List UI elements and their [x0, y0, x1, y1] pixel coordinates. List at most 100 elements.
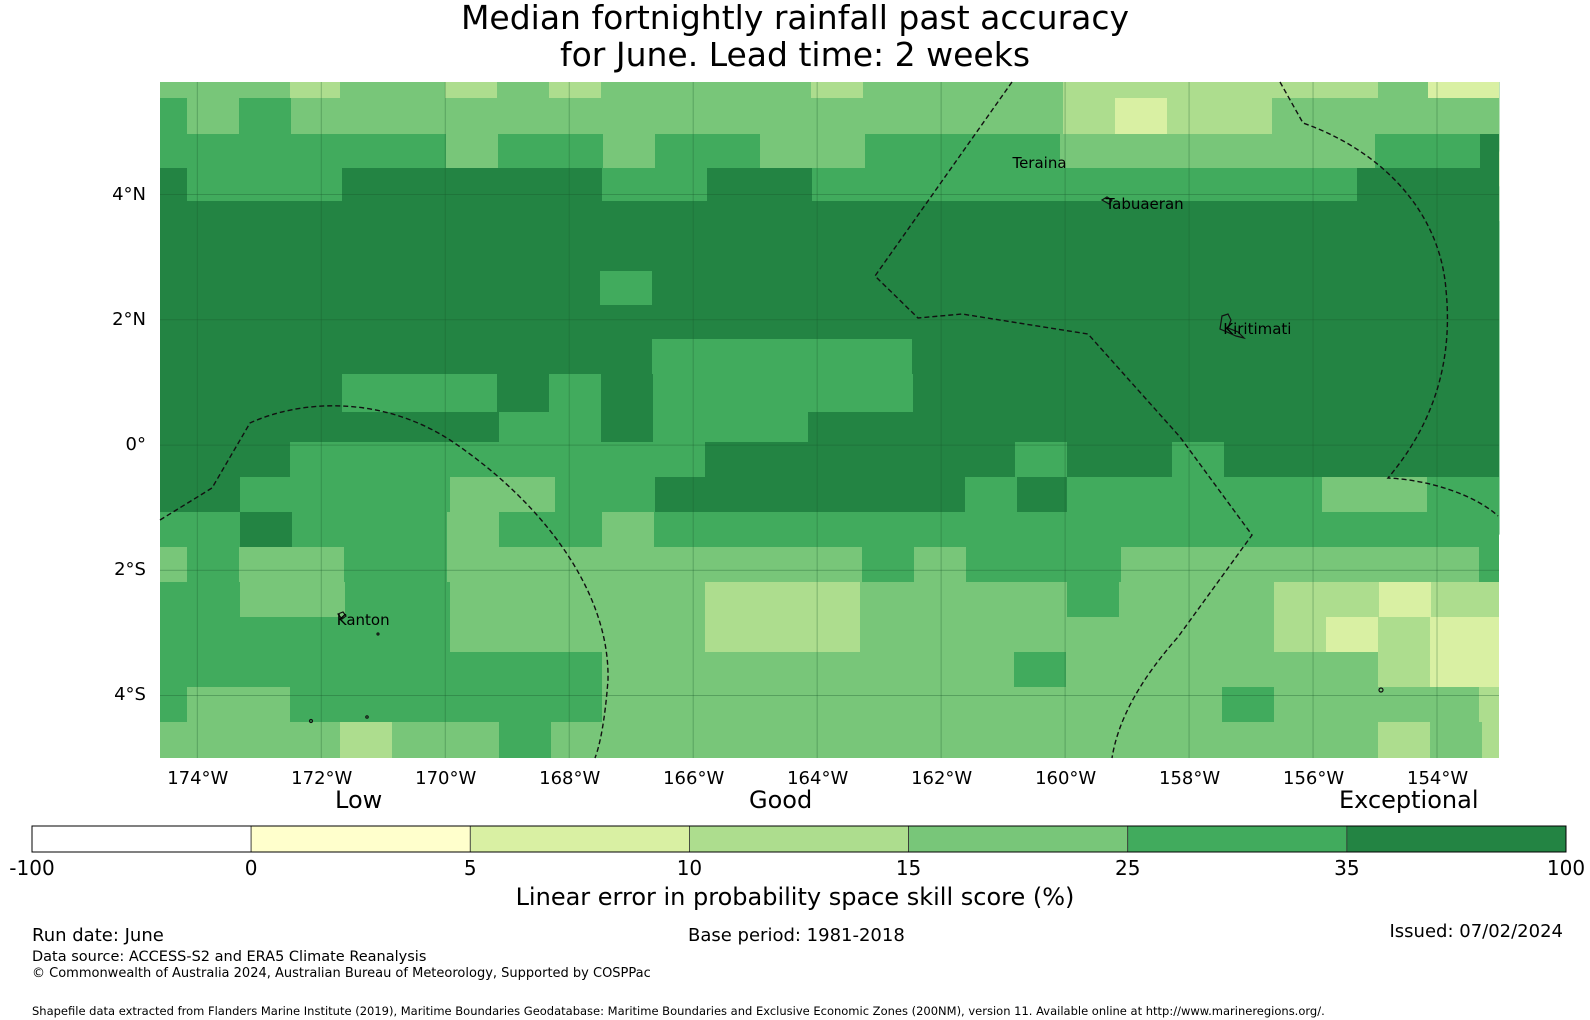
skill-cell [705, 582, 860, 617]
skill-cell [292, 512, 447, 547]
skill-cell [160, 374, 342, 412]
skill-cell [290, 687, 602, 722]
skill-cell [446, 98, 653, 134]
skill-cell [860, 617, 1274, 652]
skill-cell [499, 412, 601, 442]
skill-cell [1430, 722, 1482, 758]
lon-tick-label: 166°W [663, 768, 725, 789]
lon-tick-label: 154°W [1407, 768, 1469, 789]
skill-cell [1067, 477, 1322, 512]
colorbar-label: Linear error in probability space skill … [515, 883, 1075, 911]
skill-cell [445, 82, 497, 98]
data-source: Data source: ACCESS-S2 and ERA5 Climate … [32, 949, 427, 965]
skill-cell [758, 98, 863, 134]
skill-cell [602, 168, 707, 201]
skill-cell [1222, 687, 1274, 722]
skill-cell [549, 374, 601, 412]
skill-cell [808, 412, 1499, 442]
skill-cell [160, 339, 652, 374]
eez-boundaries [159, 81, 1499, 759]
lat-tick-label: 2°S [114, 559, 146, 581]
island-kanton [337, 611, 347, 620]
skill-cell [160, 168, 187, 201]
place-label: Kiritimati [1223, 320, 1292, 339]
skill-cell [760, 134, 865, 168]
skill-cell [549, 82, 601, 98]
shapefile-attribution: Shapefile data extracted from Flanders M… [32, 1004, 1325, 1018]
lon-tick-label: 164°W [787, 768, 849, 789]
colorbar-segment [250, 825, 471, 853]
skill-cell [1378, 722, 1430, 758]
skill-cell [912, 339, 1499, 374]
skill-cell [342, 374, 497, 412]
skill-cell [1063, 98, 1115, 134]
skill-cell [160, 512, 240, 547]
skill-cell [160, 201, 1499, 271]
skill-cell [965, 477, 1017, 512]
skill-cell [450, 617, 705, 652]
place-label: Kanton [336, 611, 390, 630]
skill-cell [450, 652, 602, 687]
skill-cell [652, 339, 912, 374]
skill-cell [863, 98, 1063, 134]
skill-cell [187, 687, 290, 722]
eez-boundary-east [1279, 81, 1499, 517]
skill-cell [655, 477, 965, 512]
skill-cell [447, 547, 862, 582]
lat-tick-label: 4°S [114, 684, 146, 706]
skill-cell [555, 477, 655, 512]
skill-cell [1378, 82, 1428, 98]
skill-cell [290, 82, 340, 98]
colorbar-word-low: Low [335, 786, 383, 814]
skill-cell [340, 722, 392, 758]
colorbar-tick-label: 100 [1546, 856, 1586, 880]
skill-cell [966, 547, 1121, 582]
skill-cell [653, 412, 808, 442]
island-small-4 [376, 632, 380, 636]
skill-cell [160, 412, 342, 442]
skill-cell [342, 168, 602, 201]
skill-cell [914, 547, 966, 582]
skill-cell [1379, 582, 1431, 617]
skill-cell [160, 271, 600, 305]
skill-cell [600, 271, 652, 305]
skill-cell [1060, 134, 1375, 168]
lon-tick-label: 168°W [539, 768, 601, 789]
skill-cell [1229, 512, 1499, 547]
skill-cell [1430, 652, 1499, 687]
skill-cell [601, 374, 653, 412]
colorbar-segment [1346, 825, 1567, 853]
skill-cell [240, 582, 345, 617]
skill-cell [653, 374, 913, 412]
skill-cell [344, 547, 447, 582]
skill-cell [345, 582, 450, 617]
lat-tick-label: 4°N [112, 183, 146, 205]
lon-tick-label: 170°W [415, 768, 477, 789]
skill-cell [1067, 582, 1119, 617]
skill-cell [1482, 722, 1499, 758]
island-small-2 [365, 715, 369, 719]
lon-tick-label: 158°W [1159, 768, 1221, 789]
skill-cell [499, 512, 602, 547]
island-kiritimati [1219, 313, 1246, 340]
skill-cell [551, 722, 1381, 758]
eez-boundary-line-islands [874, 81, 1253, 759]
skill-cell [603, 134, 655, 168]
lon-tick-label: 162°W [911, 768, 973, 789]
skill-cell [602, 512, 654, 547]
skill-cell [497, 82, 549, 98]
skill-cell [1066, 652, 1378, 687]
skill-cell [1428, 82, 1499, 98]
skill-cell [1115, 98, 1167, 134]
base-period: Base period: 1981-2018 [688, 925, 905, 946]
island-tabuaeran [1100, 196, 1113, 205]
skill-cell [239, 98, 291, 134]
skill-cell [160, 687, 187, 722]
colorbar-tick-label: -100 [9, 856, 55, 880]
skill-cell [602, 652, 1014, 687]
skill-cell [290, 442, 705, 477]
colorbar-tick-label: 10 [676, 856, 703, 880]
lat-tick-label: 2°N [112, 308, 146, 330]
lon-tick-label: 172°W [291, 768, 353, 789]
skill-cell [342, 412, 447, 442]
